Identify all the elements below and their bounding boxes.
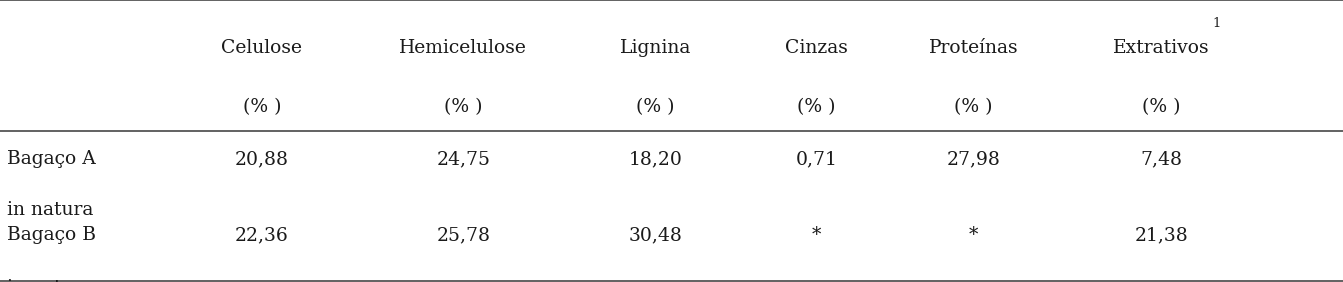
Text: (% ): (% ) (798, 98, 835, 116)
Text: 22,36: 22,36 (235, 226, 289, 244)
Text: in natura: in natura (7, 279, 93, 282)
Text: (% ): (% ) (637, 98, 674, 116)
Text: Lignina: Lignina (619, 39, 692, 57)
Text: (% ): (% ) (1143, 98, 1180, 116)
Text: 1: 1 (1213, 17, 1221, 30)
Text: 27,98: 27,98 (947, 150, 1001, 168)
Text: 21,38: 21,38 (1135, 226, 1189, 244)
Text: 30,48: 30,48 (629, 226, 682, 244)
Text: Cinzas: Cinzas (786, 39, 847, 57)
Text: (% ): (% ) (955, 98, 992, 116)
Text: *: * (970, 226, 978, 244)
Text: in natura: in natura (7, 201, 93, 219)
Text: Bagaço B: Bagaço B (7, 226, 95, 244)
Text: Extrativos: Extrativos (1113, 39, 1210, 57)
Text: 25,78: 25,78 (436, 226, 490, 244)
Text: Hemicelulose: Hemicelulose (399, 39, 528, 57)
Text: 7,48: 7,48 (1140, 150, 1183, 168)
Text: 0,71: 0,71 (795, 150, 838, 168)
Text: 18,20: 18,20 (629, 150, 682, 168)
Text: 24,75: 24,75 (436, 150, 490, 168)
Text: (% ): (% ) (243, 98, 281, 116)
Text: *: * (813, 226, 821, 244)
Text: Proteínas: Proteínas (929, 39, 1018, 57)
Text: Bagaço A: Bagaço A (7, 150, 95, 168)
Text: 20,88: 20,88 (235, 150, 289, 168)
Text: Celulose: Celulose (222, 39, 302, 57)
Text: (% ): (% ) (445, 98, 482, 116)
